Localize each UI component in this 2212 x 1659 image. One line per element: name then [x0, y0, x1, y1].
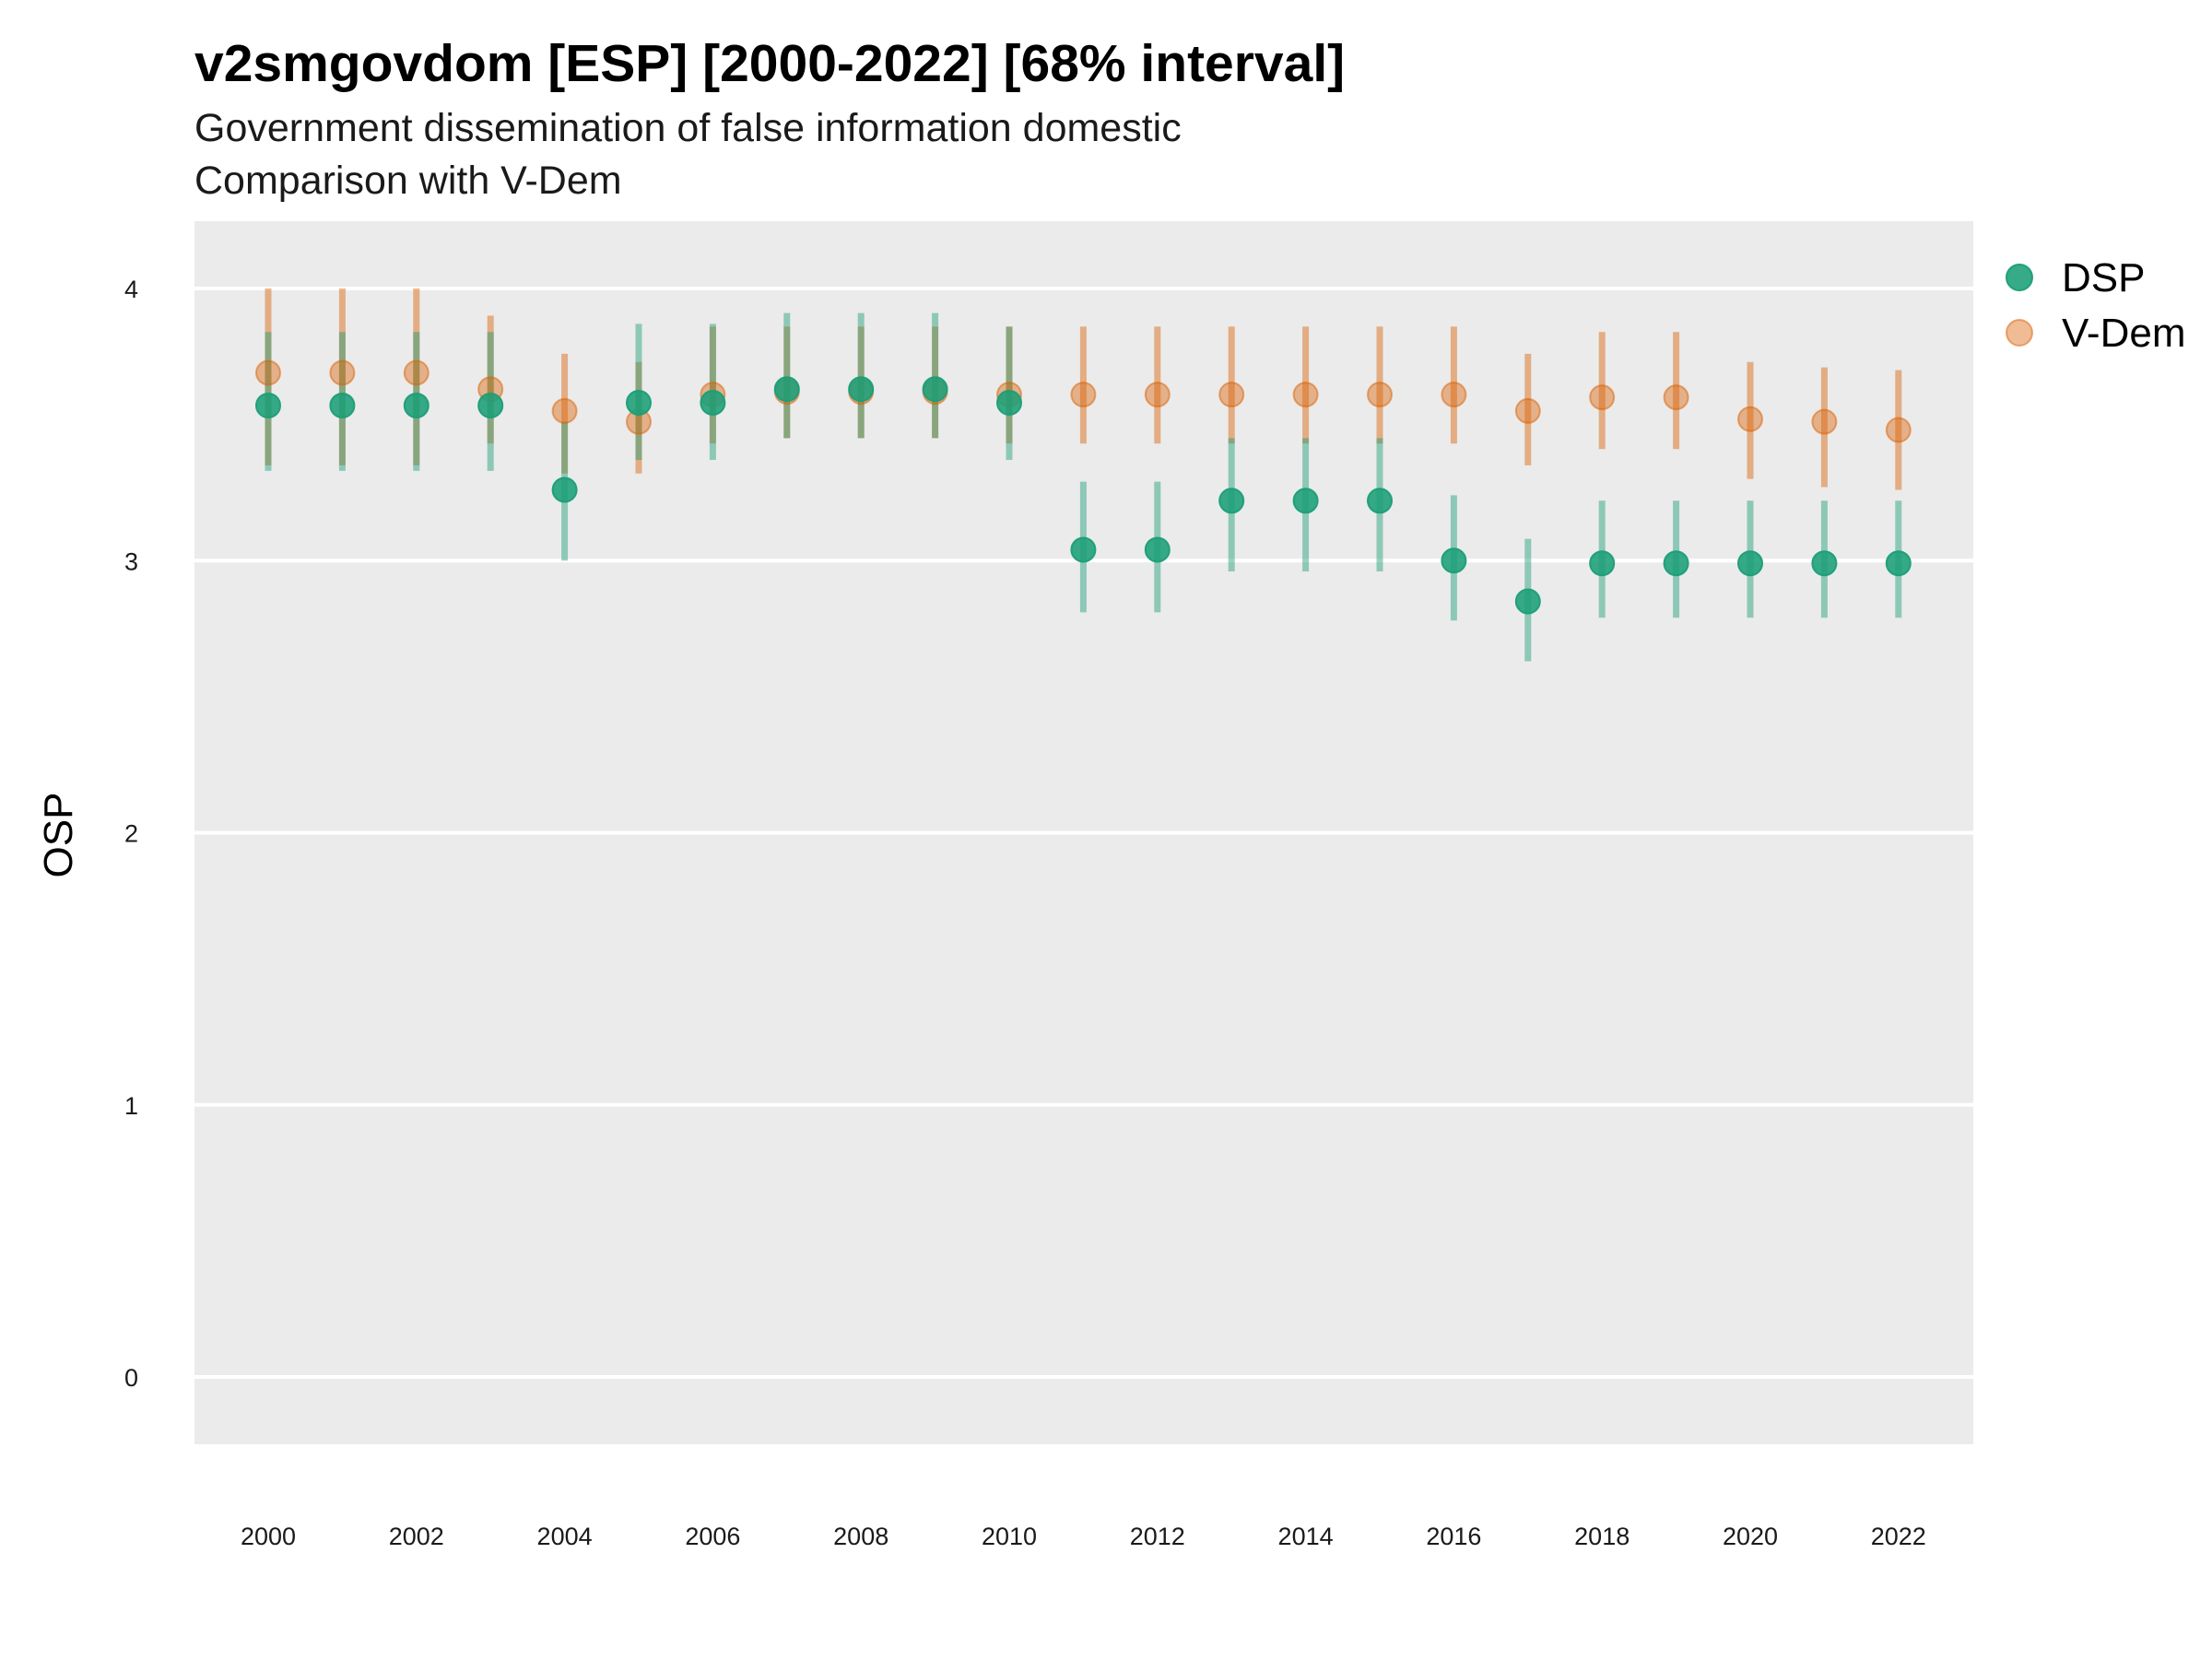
point-v-dem	[403, 359, 429, 386]
point-dsp	[922, 376, 948, 403]
point-dsp	[1218, 488, 1245, 514]
x-tick-label: 2008	[833, 1523, 888, 1550]
y-axis-title: OSP	[36, 793, 81, 878]
x-tick-label: 2004	[537, 1523, 593, 1550]
legend-key-v-dem	[2006, 319, 2033, 347]
point-v-dem	[1218, 382, 1245, 408]
point-dsp	[1737, 550, 1763, 577]
y-tick-label: 1	[124, 1092, 138, 1120]
x-axis: 2000 2002 2004 2006 2008 2010 2012 2014 2016 2018…	[241, 1523, 1926, 1550]
point-dsp	[551, 477, 578, 503]
point-dsp	[1811, 550, 1838, 577]
y-tick-label: 2	[124, 820, 138, 848]
legend-key-dsp	[2006, 264, 2033, 291]
point-v-dem	[1663, 384, 1689, 411]
point-dsp	[329, 392, 356, 418]
x-tick-label: 2018	[1574, 1523, 1630, 1550]
point-dsp	[1292, 488, 1319, 514]
point-dsp	[626, 390, 652, 417]
point-dsp	[1663, 550, 1689, 577]
chart-title: v2smgovdom [ESP] [2000-2022] [68% interv…	[194, 34, 1346, 93]
point-dsp	[1441, 547, 1467, 574]
point-dsp	[477, 392, 504, 418]
point-v-dem	[1070, 382, 1097, 408]
x-tick-label: 2010	[982, 1523, 1037, 1550]
point-v-dem	[329, 359, 356, 386]
point-v-dem	[1885, 417, 1912, 443]
x-tick-label: 2000	[241, 1523, 296, 1550]
point-dsp	[1367, 488, 1393, 514]
point-dsp	[773, 376, 800, 403]
point-dsp	[996, 390, 1022, 417]
point-dsp	[255, 392, 281, 418]
x-tick-label: 2016	[1426, 1523, 1481, 1550]
x-tick-label: 2022	[1871, 1523, 1926, 1550]
y-tick-label: 0	[124, 1364, 138, 1392]
point-dsp	[1514, 588, 1541, 615]
point-dsp	[1144, 536, 1171, 563]
y-tick-label: 4	[124, 276, 138, 303]
point-v-dem	[255, 359, 281, 386]
point-dsp	[848, 376, 875, 403]
legend-label-v-dem: V-Dem	[2062, 311, 2185, 356]
legend-label-dsp: DSP	[2062, 255, 2145, 300]
point-v-dem	[1514, 397, 1541, 424]
chart-subtitle: Government dissemination of false inform…	[194, 106, 1182, 150]
point-dsp	[700, 390, 726, 417]
data-points	[255, 359, 1912, 615]
point-v-dem	[1292, 382, 1319, 408]
x-tick-label: 2002	[389, 1523, 444, 1550]
x-tick-label: 2006	[685, 1523, 740, 1550]
point-v-dem	[1589, 384, 1616, 411]
x-tick-label: 2014	[1278, 1523, 1334, 1550]
y-tick-label: 3	[124, 547, 138, 575]
point-v-dem	[1367, 382, 1393, 408]
chart-subtitle-secondary: Comparison with V-Dem	[194, 159, 622, 203]
point-dsp	[403, 392, 429, 418]
point-v-dem	[1737, 406, 1763, 432]
y-axis: 0 1 2 3 4	[124, 276, 138, 1392]
point-v-dem	[1811, 408, 1838, 435]
point-dsp	[1070, 536, 1097, 563]
legend: DSP V-Dem	[2006, 255, 2185, 356]
point-v-dem	[1144, 382, 1171, 408]
point-dsp	[1885, 550, 1912, 577]
point-v-dem	[1441, 382, 1467, 408]
x-tick-label: 2012	[1130, 1523, 1185, 1550]
point-v-dem	[551, 397, 578, 424]
point-dsp	[1589, 550, 1616, 577]
x-tick-label: 2020	[1723, 1523, 1778, 1550]
